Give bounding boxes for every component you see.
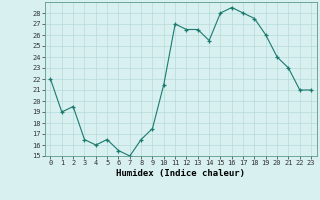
- X-axis label: Humidex (Indice chaleur): Humidex (Indice chaleur): [116, 169, 245, 178]
